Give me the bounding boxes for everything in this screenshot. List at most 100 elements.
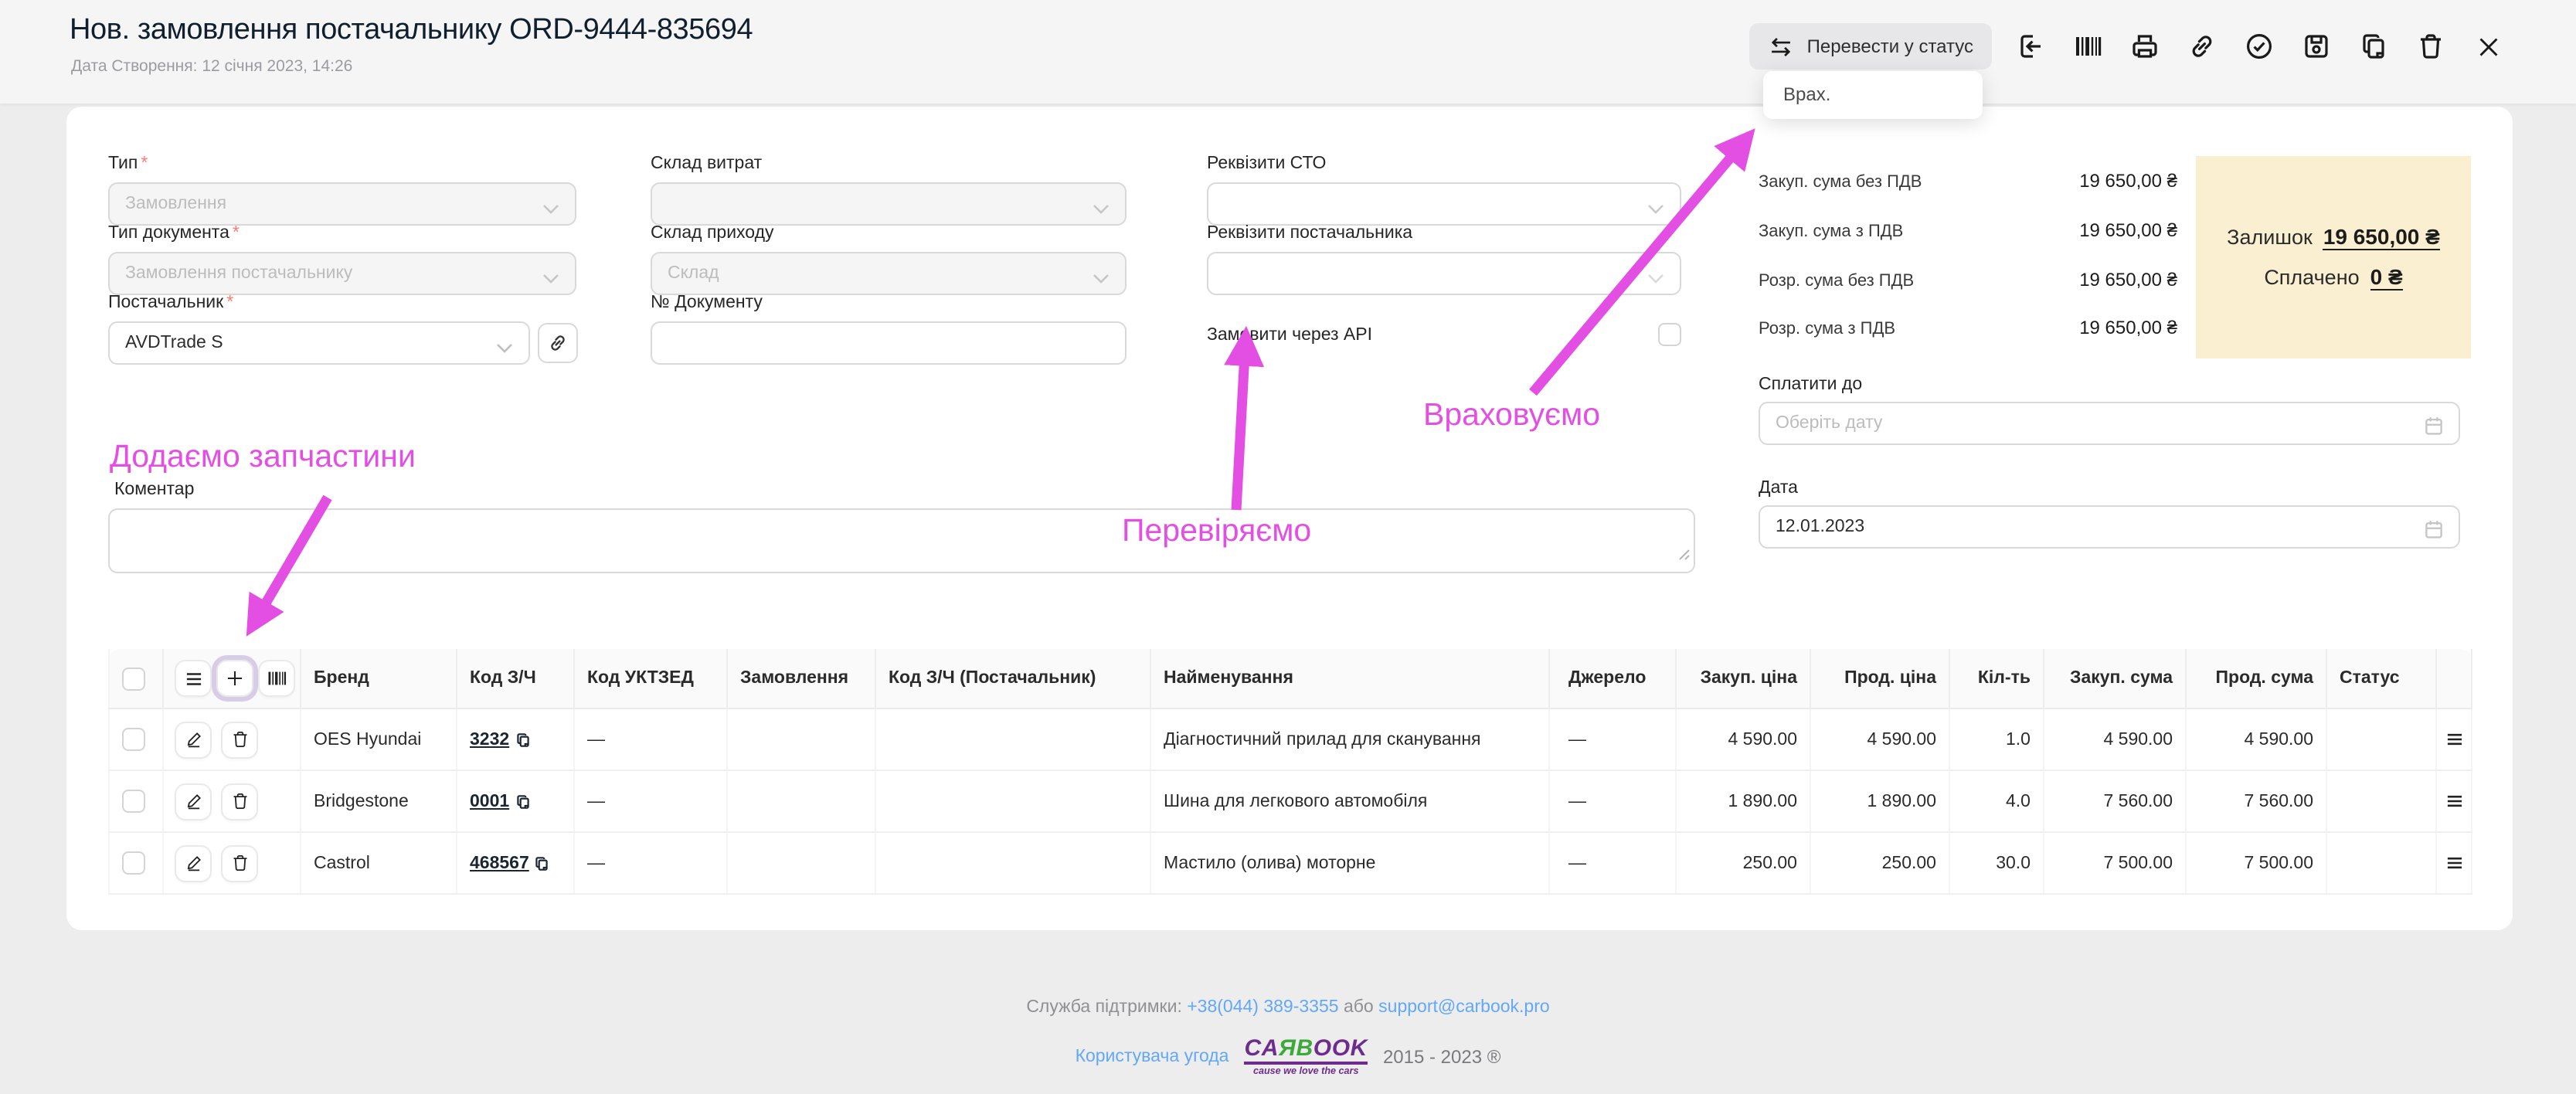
change-status-button[interactable]: Перевести у статус: [1749, 23, 1992, 70]
part-code-link[interactable]: 3232: [470, 730, 510, 749]
check-circle-icon[interactable]: [2244, 31, 2275, 62]
chevron-down-icon: [1647, 201, 1664, 219]
cell-status: [2327, 833, 2437, 893]
expense-warehouse-select[interactable]: [651, 182, 1127, 226]
cell-purchase-price: 250.00: [1677, 833, 1811, 893]
cell-purchase-price: 4 590.00: [1677, 709, 1811, 770]
printer-icon[interactable]: [2129, 31, 2160, 62]
toolbar: Перевести у статус: [1749, 23, 2503, 70]
type-select[interactable]: Замовлення: [108, 182, 576, 226]
col-sale-sum: Прод. сума: [2187, 649, 2327, 708]
list-menu-button[interactable]: [175, 660, 212, 697]
cell-code: 3232: [457, 709, 575, 770]
resize-handle[interactable]: [1677, 541, 1691, 569]
close-icon[interactable]: [2472, 31, 2503, 62]
doc-number-input[interactable]: [651, 321, 1127, 365]
comment-textarea[interactable]: [108, 508, 1695, 573]
cell-qty: 30.0: [1950, 833, 2044, 893]
order-via-api-checkbox[interactable]: [1658, 323, 1681, 346]
row-checkbox[interactable]: [122, 728, 145, 751]
barcode-icon[interactable]: [2072, 31, 2103, 62]
summary-row: Закуп. сума без ПДВ 19 650,00 ₴: [1759, 170, 2177, 192]
import-icon[interactable]: [2015, 31, 2046, 62]
row-menu-icon[interactable]: [2444, 729, 2464, 749]
add-part-button[interactable]: [212, 655, 258, 702]
col-order: Замовлення: [728, 649, 876, 708]
annotation-verify: Перевіряємо: [1122, 513, 1312, 549]
page-title: Нов. замовлення постачальнику ORD-9444-8…: [70, 14, 753, 46]
status-option[interactable]: Врах.: [1783, 83, 1831, 105]
cell-sale-sum: 7 560.00: [2187, 771, 2327, 831]
swap-icon: [1769, 33, 1795, 59]
cell-qty: 4.0: [1950, 771, 2044, 831]
part-code-link[interactable]: 0001: [470, 792, 510, 810]
copy-icon[interactable]: [2358, 31, 2389, 62]
cell-name: Шина для легкового автомобіля: [1151, 771, 1550, 831]
chevron-down-icon: [1093, 201, 1110, 219]
row-checkbox[interactable]: [122, 790, 145, 813]
edit-row-button[interactable]: [175, 844, 212, 882]
delete-row-button[interactable]: [221, 783, 258, 820]
chevron-down-icon: [496, 340, 513, 358]
supplier-link-button[interactable]: [538, 323, 578, 363]
supplier-requisites-select[interactable]: [1207, 252, 1681, 295]
status-dropdown: Врах.: [1763, 71, 1983, 119]
top-bar: Нов. замовлення постачальнику ORD-9444-8…: [0, 0, 2576, 104]
part-code-link[interactable]: 468567: [470, 854, 529, 872]
link-icon[interactable]: [2187, 31, 2217, 62]
edit-row-button[interactable]: [175, 783, 212, 820]
cell-purchase-sum: 4 590.00: [2044, 709, 2187, 770]
footer-bottom-line: Користувача угода CAЯBOOK cause we love …: [0, 1037, 2576, 1077]
or-text: або: [1343, 998, 1374, 1017]
delete-row-button[interactable]: [221, 844, 258, 882]
cell-status: [2327, 771, 2437, 831]
parts-table: Бренд Код З/Ч Код УКТЗЕД Замовлення Код …: [108, 649, 2472, 895]
chevron-down-icon: [542, 270, 559, 289]
cell-code: 468567: [457, 833, 575, 893]
save-icon[interactable]: [2301, 31, 2332, 62]
table-row: Bridgestone 0001 — Шина для легкового ав…: [108, 771, 2472, 833]
menu-icon: [185, 672, 201, 685]
chevron-down-icon: [1647, 270, 1664, 289]
cell-supplier-code: [876, 709, 1151, 770]
balance-panel: Залишок 19 650,00 ₴ Сплачено 0 ₴: [2196, 156, 2471, 358]
copy-code-icon[interactable]: [534, 854, 551, 872]
supplier-select[interactable]: AVDTrade S: [108, 321, 530, 365]
col-sale-price: Прод. ціна: [1811, 649, 1950, 708]
date-input[interactable]: 12.01.2023: [1759, 505, 2460, 549]
balance-value: 19 650,00 ₴: [2323, 224, 2440, 250]
comment-label: Коментар: [114, 481, 195, 499]
edit-row-button[interactable]: [175, 721, 212, 758]
carbook-logo[interactable]: CAЯBOOK cause we love the cars: [1244, 1035, 1368, 1077]
cell-source: —: [1550, 833, 1677, 893]
row-checkbox[interactable]: [122, 851, 145, 875]
cell-brand: Castrol: [301, 833, 457, 893]
delete-row-button[interactable]: [221, 721, 258, 758]
cell-order: [728, 709, 876, 770]
cell-supplier-code: [876, 833, 1151, 893]
support-phone-link[interactable]: +38(044) 389-3355: [1187, 998, 1339, 1017]
doc-type-select[interactable]: Замовлення постачальнику: [108, 252, 576, 295]
row-menu-icon[interactable]: [2444, 853, 2464, 873]
sto-requisites-select[interactable]: [1207, 182, 1681, 226]
col-status: Статус: [2327, 649, 2437, 708]
user-agreement-link[interactable]: Користувача угода: [1075, 1048, 1229, 1066]
cell-uktzed: —: [575, 771, 728, 831]
trash-icon[interactable]: [2415, 31, 2446, 62]
link-icon: [551, 335, 565, 351]
row-menu-icon[interactable]: [2444, 791, 2464, 811]
support-email-link[interactable]: support@carbook.pro: [1378, 998, 1550, 1017]
pay-until-input[interactable]: Оберіть дату: [1759, 402, 2460, 445]
barcode-icon: [268, 671, 287, 685]
type-label: Тип *: [108, 155, 148, 173]
paid-value: 0 ₴: [2370, 264, 2403, 290]
scan-barcode-button[interactable]: [258, 660, 295, 697]
col-name: Найменування: [1151, 649, 1550, 708]
annotation-account: Враховуємо: [1423, 397, 1601, 433]
select-all-checkbox[interactable]: [122, 667, 145, 690]
copy-code-icon[interactable]: [514, 730, 531, 749]
copy-code-icon[interactable]: [514, 792, 531, 810]
pencil-icon: [186, 732, 200, 748]
income-warehouse-select[interactable]: Склад: [651, 252, 1127, 295]
income-warehouse-label: Склад приходу: [651, 224, 774, 243]
